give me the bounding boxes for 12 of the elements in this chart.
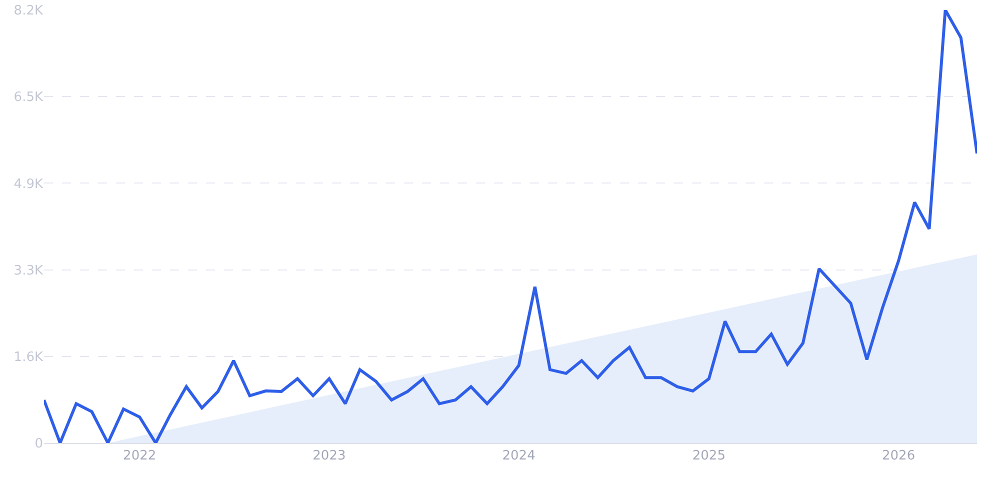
y-tick-label: 0 bbox=[34, 436, 43, 452]
y-tick-label: 3.3K bbox=[14, 263, 44, 278]
x-tick-label: 2024 bbox=[502, 448, 536, 464]
x-tick-label: 2025 bbox=[692, 448, 726, 464]
line-series bbox=[44, 10, 977, 443]
y-tick-label: 8.2K bbox=[14, 4, 44, 19]
y-tick-label: 1.6K bbox=[14, 350, 44, 365]
x-tick-label: 2022 bbox=[123, 448, 156, 464]
x-tick-label: 2026 bbox=[882, 448, 916, 464]
y-tick-label: 4.9K bbox=[14, 176, 44, 192]
y-tick-label: 6.5K bbox=[14, 90, 44, 106]
x-tick-label: 2023 bbox=[312, 448, 346, 464]
